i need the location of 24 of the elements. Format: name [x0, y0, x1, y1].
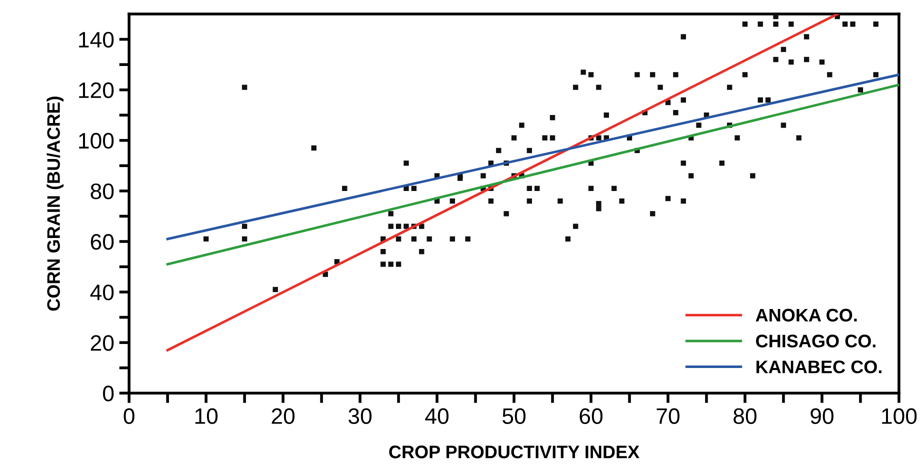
x-tick-label: 70 — [656, 408, 680, 424]
x-axis-title: CROP PRODUCTIVITY INDEX — [389, 446, 640, 458]
x-tick-label: 10 — [195, 408, 218, 424]
x-tick-label: 0 — [124, 408, 134, 424]
x-tick-label: 30 — [348, 408, 372, 424]
legend-label: CHISAGO CO. — [756, 334, 876, 348]
x-tick-label: 50 — [502, 408, 526, 424]
y-tick-label: 40 — [90, 284, 114, 300]
x-tick-label: 60 — [580, 408, 602, 424]
y-tick-label: 0 — [103, 386, 114, 402]
y-tick-label: 120 — [79, 82, 114, 98]
legend-label: ANOKA CO. — [756, 308, 857, 322]
legend-label: KANABEC CO. — [756, 360, 882, 374]
x-tick-label: 40 — [425, 408, 449, 424]
y-tick-label: 100 — [79, 132, 114, 149]
y-tick-label: 80 — [90, 183, 114, 200]
x-tick-label: 100 — [882, 408, 917, 424]
y-tick-label: 60 — [90, 234, 114, 250]
y-tick-label: 20 — [90, 335, 114, 351]
x-tick-label: 20 — [272, 408, 295, 424]
y-axis-title: CORN GRAIN (BU/ACRE) — [46, 96, 64, 311]
x-tick-label: 90 — [810, 408, 834, 424]
y-tick-label: 140 — [79, 32, 114, 48]
x-tick-label: 80 — [734, 408, 756, 424]
